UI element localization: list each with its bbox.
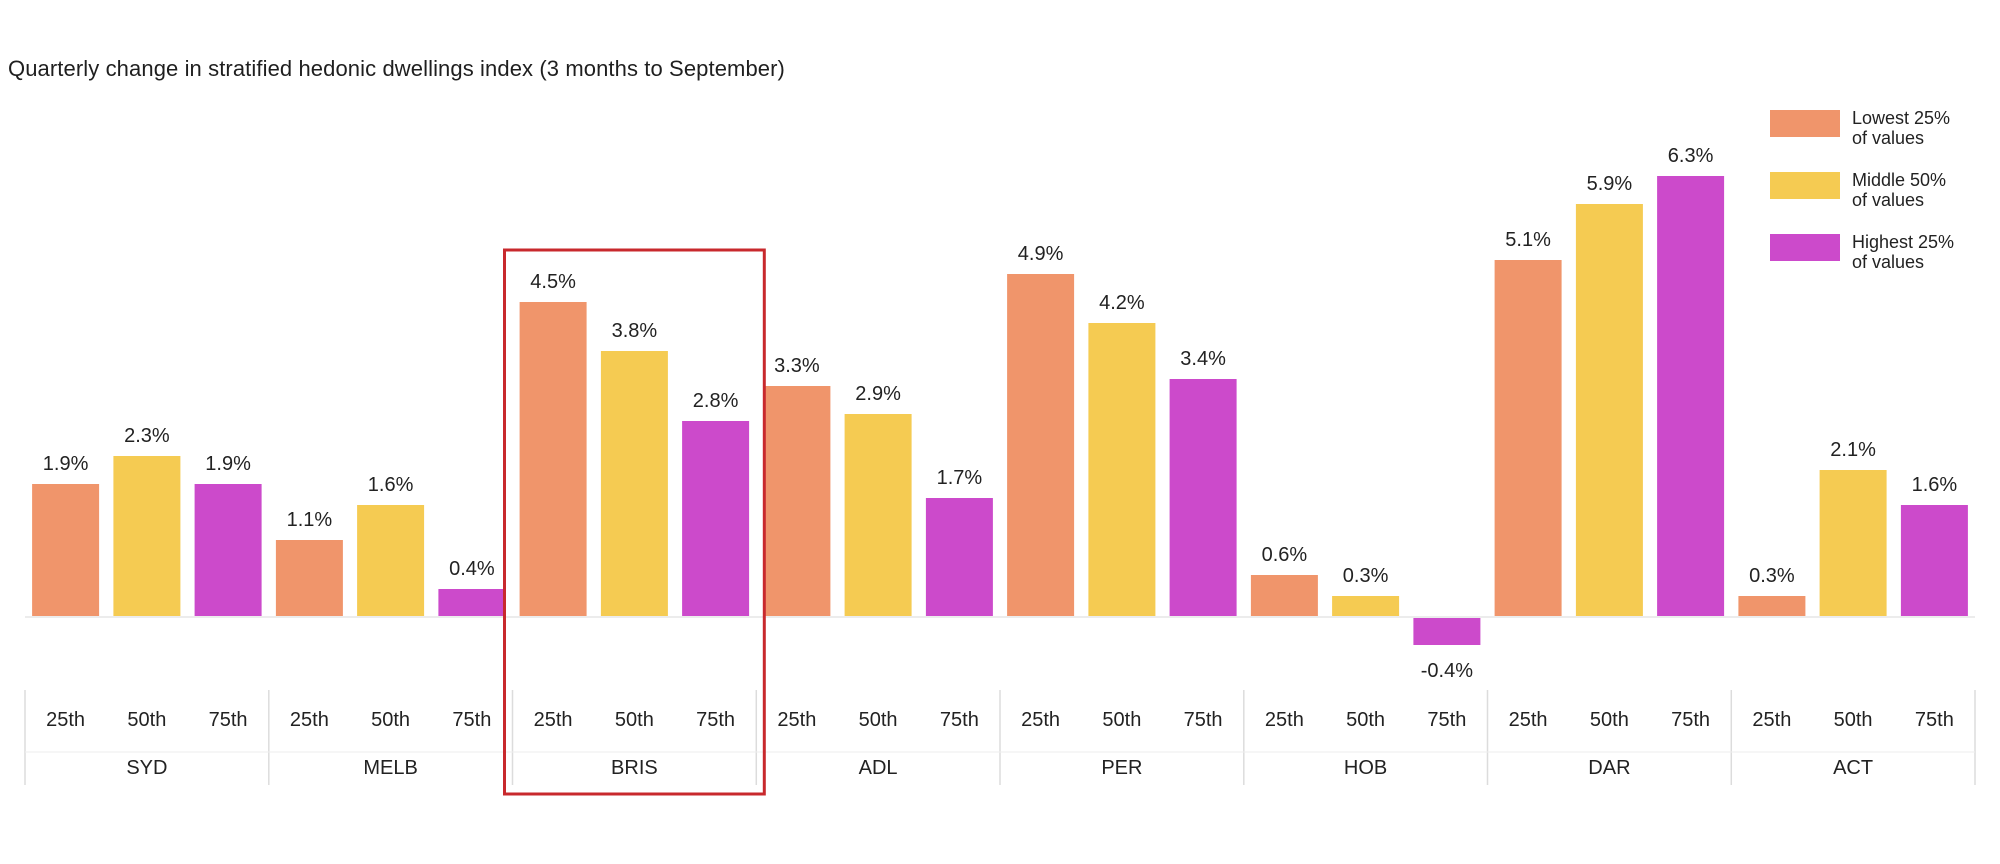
tick-label-syd-25th: 25th bbox=[46, 709, 85, 731]
value-label-syd-75th: 1.9% bbox=[205, 453, 251, 475]
bar-hob-25th bbox=[1250, 575, 1318, 617]
bar-syd-75th bbox=[194, 484, 262, 617]
tick-label-hob-75th: 75th bbox=[1427, 709, 1466, 731]
value-label-hob-50th: 0.3% bbox=[1343, 565, 1389, 587]
value-label-bris-75th: 2.8% bbox=[693, 390, 739, 412]
value-label-act-50th: 2.1% bbox=[1830, 439, 1876, 461]
legend-item-middle: Middle 50% of values bbox=[1770, 170, 1992, 232]
value-label-per-25th: 4.9% bbox=[1018, 243, 1064, 265]
value-label-adl-75th: 1.7% bbox=[937, 467, 983, 489]
tick-label-melb-25th: 25th bbox=[290, 709, 329, 731]
bar-adl-75th bbox=[925, 498, 993, 617]
bars-layer bbox=[32, 176, 1968, 645]
bar-melb-50th bbox=[357, 505, 425, 617]
value-label-act-75th: 1.6% bbox=[1912, 474, 1958, 496]
tick-label-bris-50th: 50th bbox=[615, 709, 654, 731]
tick-label-act-50th: 50th bbox=[1834, 709, 1873, 731]
legend-item-highest: Highest 25% of values bbox=[1770, 232, 1992, 294]
bar-act-50th bbox=[1819, 470, 1887, 617]
bar-syd-25th bbox=[32, 484, 100, 617]
bar-act-25th bbox=[1738, 596, 1806, 617]
tick-label-dar-50th: 50th bbox=[1590, 709, 1629, 731]
bar-adl-25th bbox=[763, 386, 831, 617]
highlight-box-bris bbox=[503, 248, 766, 796]
bar-dar-75th bbox=[1657, 176, 1725, 617]
tick-label-per-25th: 25th bbox=[1021, 709, 1060, 731]
bar-dar-50th bbox=[1575, 204, 1643, 617]
value-label-bris-25th: 4.5% bbox=[530, 271, 576, 293]
group-label-adl: ADL bbox=[859, 757, 898, 779]
tick-label-per-75th: 75th bbox=[1184, 709, 1223, 731]
legend-label-lowest: Lowest 25% of values bbox=[1852, 108, 1951, 148]
bar-adl-50th bbox=[844, 414, 912, 617]
legend-label-middle: Middle 50% of values bbox=[1852, 170, 1947, 210]
bar-melb-25th bbox=[275, 540, 343, 617]
bar-act-75th bbox=[1900, 505, 1968, 617]
value-label-bris-50th: 3.8% bbox=[612, 320, 658, 342]
bar-bris-75th bbox=[682, 421, 750, 617]
chart-title: Quarterly change in stratified hedonic d… bbox=[8, 56, 785, 81]
legend: Lowest 25% of values Middle 50% of value… bbox=[1770, 108, 1992, 294]
tick-label-syd-75th: 75th bbox=[209, 709, 248, 731]
legend-label-highest: Highest 25% of values bbox=[1852, 232, 1955, 272]
group-label-hob: HOB bbox=[1344, 757, 1387, 779]
value-label-per-50th: 4.2% bbox=[1099, 292, 1145, 314]
value-label-hob-75th: -0.4% bbox=[1421, 660, 1473, 682]
tick-label-bris-25th: 25th bbox=[534, 709, 573, 731]
group-label-syd: SYD bbox=[126, 757, 167, 779]
bar-hob-75th bbox=[1413, 617, 1481, 645]
value-label-adl-50th: 2.9% bbox=[855, 383, 901, 405]
legend-swatch-highest bbox=[1770, 234, 1840, 261]
bar-bris-25th bbox=[519, 302, 587, 617]
group-label-melb: MELB bbox=[363, 757, 417, 779]
value-label-hob-25th: 0.6% bbox=[1262, 544, 1308, 566]
value-label-melb-75th: 0.4% bbox=[449, 558, 495, 580]
tick-label-dar-75th: 75th bbox=[1671, 709, 1710, 731]
value-label-syd-50th: 2.3% bbox=[124, 425, 170, 447]
tick-label-adl-25th: 25th bbox=[777, 709, 816, 731]
value-label-per-75th: 3.4% bbox=[1180, 348, 1226, 370]
value-label-act-25th: 0.3% bbox=[1749, 565, 1795, 587]
tick-label-hob-25th: 25th bbox=[1265, 709, 1304, 731]
group-label-per: PER bbox=[1101, 757, 1142, 779]
value-labels-layer: 1.9% 2.3% 1.9% 1.1% 1.6% 0.4% 4.5% 3.8% 2.8% 3.3%… bbox=[43, 145, 1958, 682]
tick-label-hob-50th: 50th bbox=[1346, 709, 1385, 731]
tick-label-melb-75th: 75th bbox=[452, 709, 491, 731]
tick-label-per-50th: 50th bbox=[1102, 709, 1141, 731]
tick-label-act-25th: 25th bbox=[1752, 709, 1791, 731]
tick-label-adl-75th: 75th bbox=[940, 709, 979, 731]
tick-label-act-75th: 75th bbox=[1915, 709, 1954, 731]
bar-per-25th bbox=[1007, 274, 1075, 617]
legend-swatch-middle bbox=[1770, 172, 1840, 199]
group-label-act: ACT bbox=[1833, 757, 1873, 779]
tick-label-adl-50th: 50th bbox=[859, 709, 898, 731]
bar-per-75th bbox=[1169, 379, 1237, 617]
tick-label-melb-50th: 50th bbox=[371, 709, 410, 731]
value-label-adl-25th: 3.3% bbox=[774, 355, 820, 377]
value-label-syd-25th: 1.9% bbox=[43, 453, 89, 475]
group-label-dar: DAR bbox=[1588, 757, 1630, 779]
bar-bris-50th bbox=[600, 351, 668, 617]
tick-label-syd-50th: 50th bbox=[127, 709, 166, 731]
bar-hob-50th bbox=[1332, 596, 1400, 617]
value-label-dar-25th: 5.1% bbox=[1505, 229, 1551, 251]
legend-item-lowest: Lowest 25% of values bbox=[1770, 108, 1992, 170]
value-label-melb-50th: 1.6% bbox=[368, 474, 414, 496]
bar-melb-75th bbox=[438, 589, 506, 617]
group-label-bris: BRIS bbox=[611, 757, 658, 779]
bar-per-50th bbox=[1088, 323, 1156, 617]
value-label-dar-75th: 6.3% bbox=[1668, 145, 1714, 167]
value-label-dar-50th: 5.9% bbox=[1587, 173, 1633, 195]
highlight-layer bbox=[503, 248, 766, 796]
tick-label-dar-25th: 25th bbox=[1509, 709, 1548, 731]
x-axis: 25th 50th 75th SYD 25th 50th 75th MELB 25th 50th 7… bbox=[24, 690, 1976, 785]
bar-syd-50th bbox=[113, 456, 181, 617]
legend-swatch-lowest bbox=[1770, 110, 1840, 137]
value-label-melb-25th: 1.1% bbox=[287, 509, 333, 531]
bar-dar-25th bbox=[1494, 260, 1562, 617]
tick-label-bris-75th: 75th bbox=[696, 709, 735, 731]
